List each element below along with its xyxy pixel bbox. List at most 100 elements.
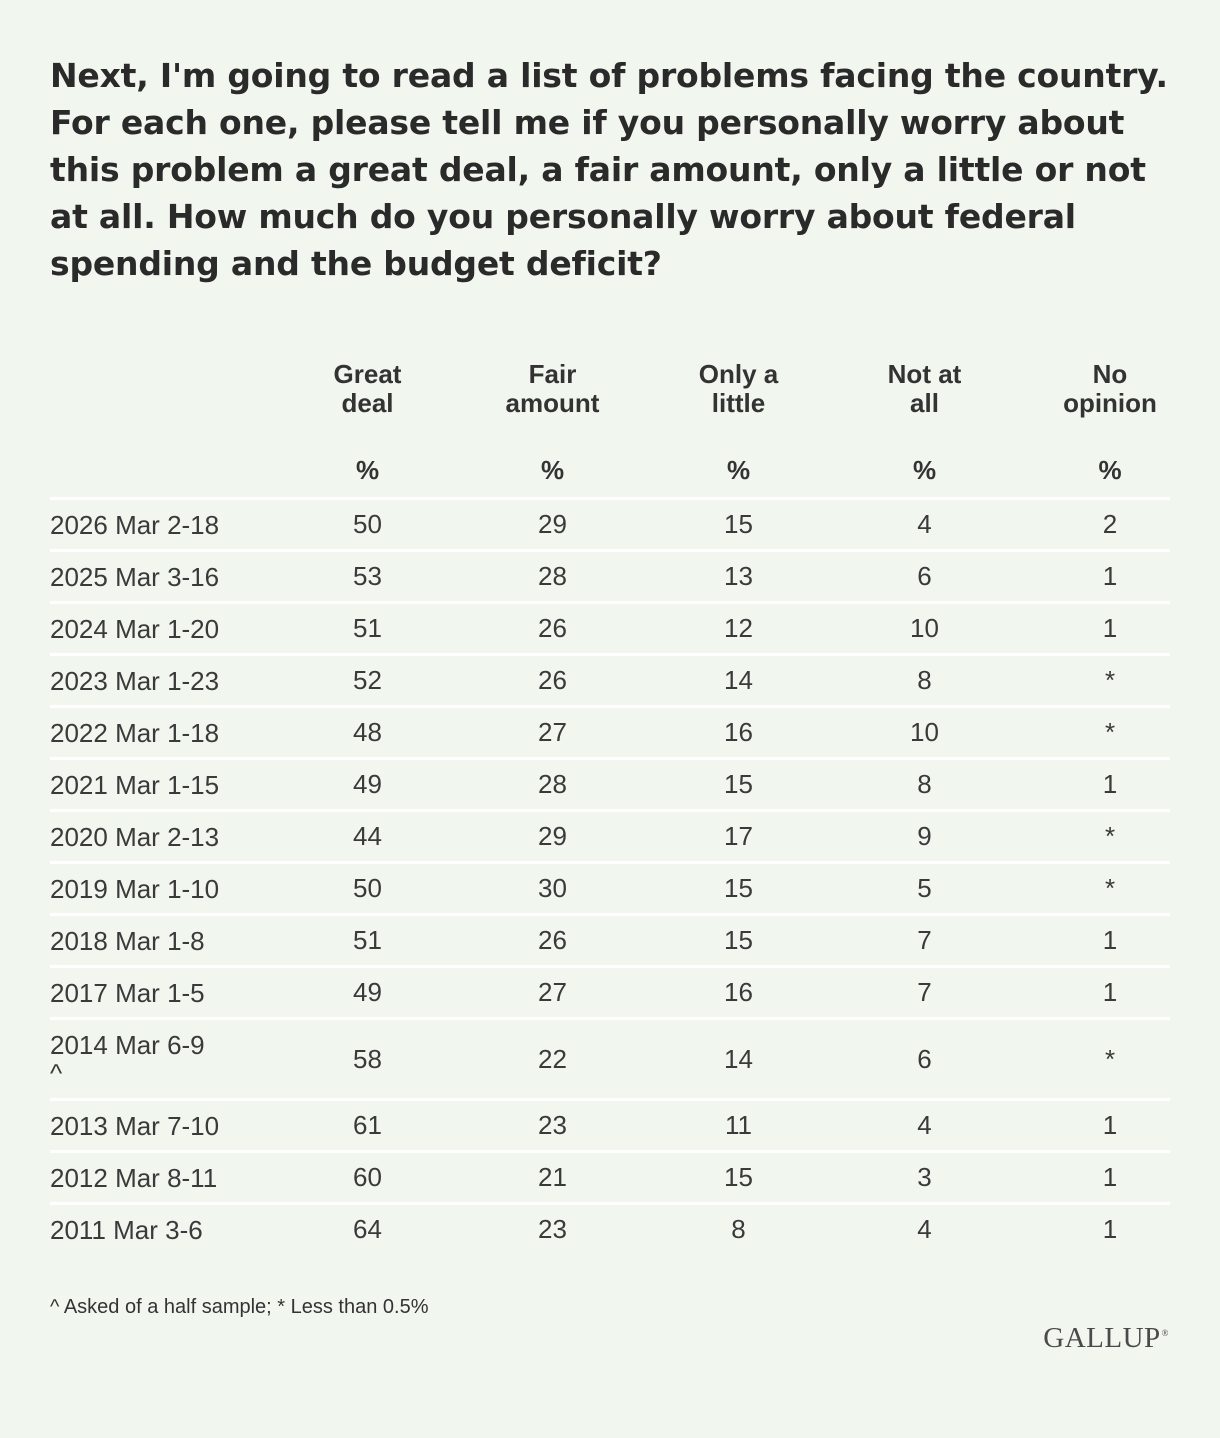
table-cell: 14 [724,1043,753,1074]
table-row: 2014 Mar 6-9 ^ 58 22 14 6 * [50,1020,1170,1101]
table-cell: 64 [353,1214,382,1244]
table-cell: 22 [538,1043,567,1074]
table-cell: 10 [910,613,939,643]
table-cell: 13 [724,561,753,591]
row-label: 2022 Mar 1-18 [50,717,220,748]
table-row: 2011 Mar 3-6 64 23 8 4 1 [50,1205,1170,1254]
table-row: 2023 Mar 1-23 52 26 14 8 * [50,656,1170,708]
table-cell: 7 [917,925,932,955]
row-label: 2024 Mar 1-20 [50,613,220,644]
table-cell: 29 [538,821,567,851]
table-row: 2017 Mar 1-5 49 27 16 7 1 [50,968,1170,1020]
column-header-great-deal: Great deal [333,359,402,418]
table-cell: 27 [538,717,567,747]
row-label: 2012 Mar 8-11 [50,1162,218,1193]
table-cell: 1 [1102,561,1118,591]
table-cell: 52 [353,665,382,695]
table-cell: 58 [353,1043,382,1074]
table-cell: 1 [1102,769,1118,799]
half-sample-mark: ^ [50,1058,63,1088]
table-cell: * [1104,717,1116,747]
table-cell: 14 [724,665,753,695]
row-label: 2019 Mar 1-10 [50,873,220,904]
table-cell: 23 [538,1214,567,1244]
table-cell: 23 [538,1110,567,1140]
row-label: 2013 Mar 7-10 [50,1110,220,1141]
table-cell: 11 [725,1110,752,1140]
table-row: 2018 Mar 1-8 51 26 15 7 1 [50,916,1170,968]
table-cell: 29 [538,509,567,539]
table-cell: 1 [1102,977,1118,1007]
table-row: 2025 Mar 3-16 53 28 13 6 1 [50,552,1170,604]
table-cell: 16 [724,717,753,747]
table-cell: 15 [724,1162,753,1192]
table-cell: 15 [724,769,753,799]
table-cell: 50 [353,509,382,539]
table-cell: * [1104,1043,1116,1074]
row-label: 2026 Mar 2-18 [50,509,220,540]
table-cell: 1 [1102,925,1118,955]
gallup-logo: GALLUP® [1043,1322,1169,1354]
table-cell: 4 [917,1214,932,1244]
table-cell: 48 [353,717,382,747]
table-cell: 8 [917,769,932,799]
table-cell: 50 [353,873,382,903]
table-cell: 4 [917,509,932,539]
table-cell: 7 [917,977,932,1007]
column-header-fair-amount: Fair amount [505,359,600,418]
row-label: 2021 Mar 1-15 [50,769,220,800]
table-cell: 28 [538,561,567,591]
table-cell: 6 [917,561,932,591]
unit-label: % [1098,455,1122,485]
table-cell: 21 [538,1162,567,1192]
table-cell: 44 [353,821,382,851]
table-row: 2013 Mar 7-10 61 23 11 4 1 [50,1101,1170,1153]
row-label: 2017 Mar 1-5 [50,977,205,1008]
column-header-only-a-little: Only a little [698,359,779,418]
table-cell: 28 [538,769,567,799]
table-cell: 51 [353,925,382,955]
table-cell: 17 [724,821,753,851]
table-cell: 1 [1102,1162,1118,1192]
question-title: Next, I'm going to read a list of proble… [50,56,1168,283]
table-row: 2020 Mar 2-13 44 29 17 9 * [50,812,1170,864]
unit-label: % [912,455,937,485]
row-label: 2025 Mar 3-16 [50,561,220,592]
unit-label: % [355,455,380,485]
table-cell: 15 [724,925,753,955]
table-cell: 6 [917,1043,932,1074]
table-body: 2026 Mar 2-18 50 29 15 4 2 2025 Mar 3-16 53 28 13… [50,500,1170,1254]
table-cell: 30 [538,873,567,903]
table-cell: * [1104,821,1116,851]
table-row: 2022 Mar 1-18 48 27 16 10 * [50,708,1170,760]
column-headers: Great deal Fair amount Only a little Not at… [50,360,1170,422]
results-table: Great deal Fair amount Only a little Not at… [50,360,1170,1254]
table-cell: 26 [538,665,567,695]
unit-label: % [540,455,565,485]
table-row: 2026 Mar 2-18 50 29 15 4 2 [50,500,1170,552]
table-cell: 53 [353,561,382,591]
table-cell: 2 [1102,509,1118,539]
table-cell: * [1104,665,1116,695]
table-cell: 8 [917,665,932,695]
table-cell: 1 [1102,1110,1118,1140]
row-label: 2011 Mar 3-6 [50,1214,203,1245]
table-cell: 27 [538,977,567,1007]
table-cell: 1 [1102,613,1118,643]
table-cell: 61 [353,1110,382,1140]
column-header-no-opinion: No opinion [1063,359,1157,418]
row-label: 2014 Mar 6-9 ^ [50,1031,285,1087]
row-label: 2018 Mar 1-8 [50,925,205,956]
table-cell: 9 [917,821,932,851]
table-cell: 49 [353,769,382,799]
table-cell: 1 [1102,1214,1118,1244]
table-cell: 15 [724,873,753,903]
table-cell: 51 [353,613,382,643]
table-cell: 12 [724,613,753,643]
table-cell: 26 [538,613,567,643]
column-header-not-at-all: Not at all [887,359,962,418]
table-cell: 4 [917,1110,932,1140]
table-cell: 15 [724,509,753,539]
table-cell: 10 [910,717,939,747]
row-label: 2020 Mar 2-13 [50,821,220,852]
